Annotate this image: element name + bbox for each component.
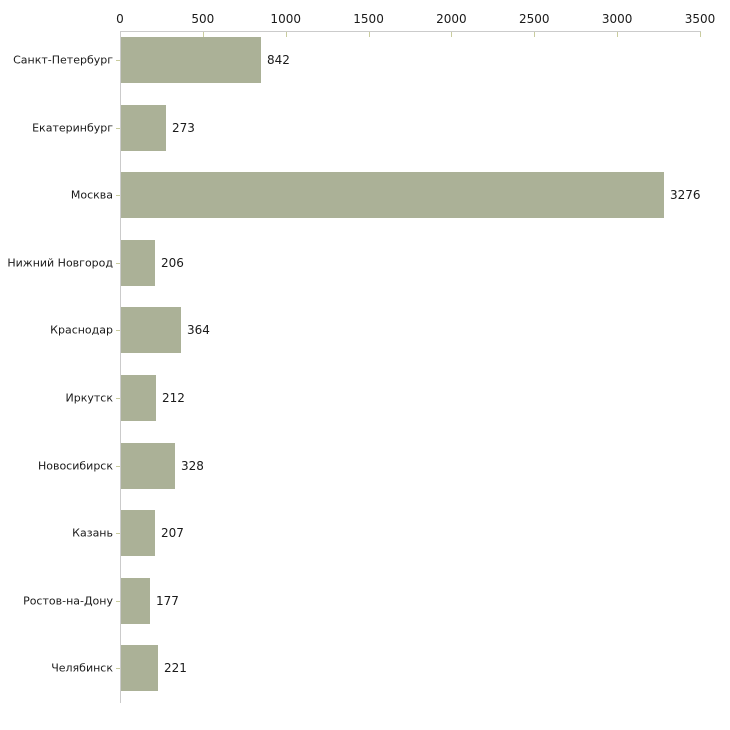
- x-tick-mark: [617, 32, 619, 37]
- value-label: 273: [172, 120, 195, 135]
- value-label: 364: [187, 323, 210, 338]
- x-tick-label: 1000: [270, 12, 301, 26]
- bar: [121, 577, 150, 624]
- x-tick-label: 2000: [436, 12, 467, 26]
- y-tick-mark: [116, 465, 120, 467]
- y-tick-mark: [116, 398, 120, 399]
- x-tick-label: 1500: [353, 12, 384, 26]
- category-label: Екатеринбург: [32, 121, 113, 135]
- y-tick-mark: [116, 60, 120, 61]
- bar: [121, 645, 158, 692]
- category-label: Челябинск: [51, 661, 113, 675]
- category-label: Нижний Новгород: [7, 256, 113, 270]
- category-label: Иркутск: [65, 391, 113, 405]
- value-label: 177: [156, 593, 179, 608]
- value-label: 212: [162, 391, 185, 405]
- category-label: Санкт-Петербург: [13, 53, 113, 67]
- bar: [121, 239, 155, 286]
- value-label: 207: [161, 526, 184, 541]
- x-tick-mark: [534, 32, 536, 37]
- x-tick-mark: [202, 32, 204, 37]
- value-label: 221: [164, 661, 187, 676]
- value-label: 206: [161, 255, 184, 270]
- y-tick-mark: [116, 127, 120, 129]
- category-label: Краснодар: [50, 323, 113, 337]
- y-tick-mark: [116, 330, 120, 332]
- category-label: Ростов-на-Дону: [23, 594, 113, 608]
- bar: [121, 510, 155, 557]
- x-tick-label: 500: [191, 12, 215, 26]
- x-tick-mark: [451, 32, 453, 37]
- category-label: Казань: [72, 526, 113, 540]
- bar: [121, 307, 181, 354]
- bar: [121, 37, 261, 83]
- value-label: 328: [181, 458, 204, 473]
- bar: [121, 375, 156, 421]
- category-label: Москва: [70, 188, 113, 202]
- y-axis-line: [120, 31, 121, 703]
- x-tick-mark: [368, 32, 370, 37]
- x-axis-line: [120, 31, 701, 32]
- y-tick-mark: [116, 668, 120, 670]
- value-label: 842: [267, 53, 290, 67]
- y-tick-mark: [116, 533, 120, 535]
- category-label: Новосибирск: [37, 459, 113, 473]
- value-label: 3276: [670, 188, 701, 203]
- x-tick-label: 0: [116, 12, 124, 26]
- y-tick-mark: [116, 262, 120, 264]
- x-tick-label: 3500: [684, 12, 716, 26]
- y-tick-mark: [116, 600, 120, 602]
- x-tick-mark: [700, 32, 701, 37]
- y-tick-mark: [116, 195, 120, 197]
- bar: [121, 172, 664, 219]
- bar: [121, 104, 166, 151]
- x-tick-mark: [285, 32, 287, 37]
- bar: [121, 442, 175, 489]
- x-tick-label: 2500: [519, 12, 550, 26]
- x-tick-label: 3000: [601, 12, 633, 26]
